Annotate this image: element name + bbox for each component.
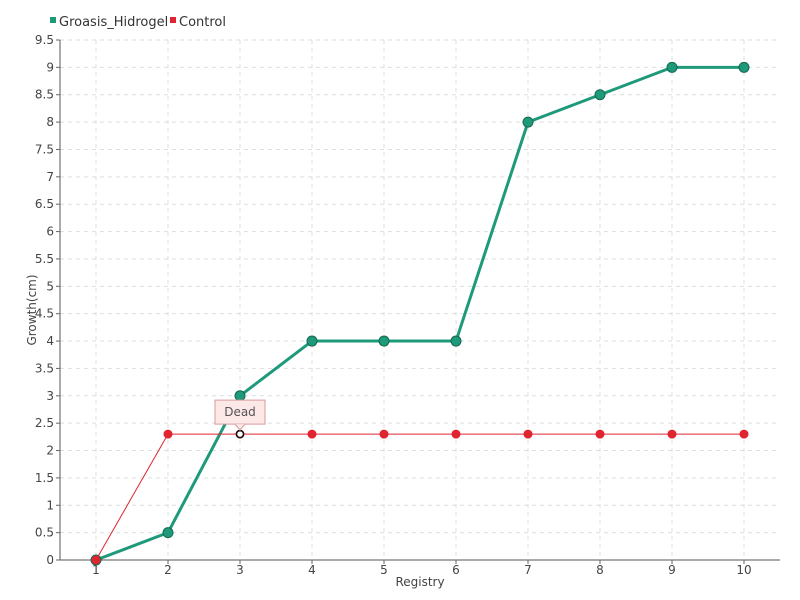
series-line <box>95 65 744 562</box>
data-point[interactable] <box>594 89 606 101</box>
highlighted-point[interactable] <box>235 429 245 439</box>
tooltip-text: Dead <box>224 405 256 419</box>
data-point[interactable] <box>739 429 749 439</box>
annotation-layer: Dead <box>214 399 266 439</box>
y-tick-label: 7.5 <box>35 142 54 156</box>
data-point[interactable] <box>522 116 534 128</box>
y-tick-label: 0.5 <box>35 526 54 540</box>
data-point[interactable] <box>595 429 605 439</box>
y-tick-label: 9 <box>46 60 54 74</box>
x-axis-title: Registry <box>395 575 444 589</box>
x-tick-label: 8 <box>596 563 604 577</box>
data-point[interactable] <box>162 527 174 539</box>
data-point[interactable] <box>451 429 461 439</box>
x-tick-label: 1 <box>92 563 100 577</box>
data-point[interactable] <box>450 335 462 347</box>
data-point[interactable] <box>738 61 750 73</box>
y-tick-label: 5.5 <box>35 252 54 266</box>
legend-label-groasis: Groasis_Hidrogel <box>59 15 168 30</box>
x-tick-label: 6 <box>452 563 460 577</box>
y-tick-label: 1 <box>46 498 54 512</box>
y-tick-label: 3.5 <box>35 361 54 375</box>
x-tick-label: 7 <box>524 563 532 577</box>
data-point[interactable] <box>234 390 246 402</box>
legend: Groasis_Hidrogel Control <box>50 15 226 30</box>
series-line <box>95 433 744 561</box>
y-tick-label: 3 <box>46 389 54 403</box>
y-tick-label: 4 <box>46 334 54 348</box>
y-tick-label: 6.5 <box>35 197 54 211</box>
x-tick-label: 4 <box>308 563 316 577</box>
x-tick-label: 9 <box>668 563 676 577</box>
legend-label-control: Control <box>179 15 226 30</box>
data-point[interactable] <box>666 61 678 73</box>
y-tick-label: 1.5 <box>35 471 54 485</box>
data-point[interactable] <box>523 429 533 439</box>
y-tick-label: 2.5 <box>35 416 54 430</box>
legend-swatch-control <box>170 17 176 23</box>
y-tick-label: 2 <box>46 444 54 458</box>
y-axis-title: Growth(cm) <box>25 274 39 345</box>
x-axis-ticks: 1 2 3 4 5 6 7 8 9 10 <box>92 560 752 577</box>
y-axis-ticks: 0 0.5 1 1.5 2 2.5 3 3.5 4 4.5 5 5.5 6 6.5 7 7.5 8 8.5 9 9.5 <box>35 33 60 567</box>
data-point[interactable] <box>378 335 390 347</box>
axes <box>59 40 780 561</box>
x-tick-label: 3 <box>236 563 244 577</box>
data-point[interactable] <box>667 429 677 439</box>
legend-swatch-groasis <box>50 17 56 23</box>
data-point[interactable] <box>379 429 389 439</box>
y-tick-label: 8.5 <box>35 88 54 102</box>
x-tick-label: 2 <box>164 563 172 577</box>
grid <box>60 39 780 560</box>
data-point[interactable] <box>307 429 317 439</box>
data-point[interactable] <box>306 335 318 347</box>
y-tick-label: 8 <box>46 115 54 129</box>
y-tick-label: 0 <box>46 553 54 567</box>
y-tick-label: 4.5 <box>35 307 54 321</box>
x-tick-label: 5 <box>380 563 388 577</box>
x-tick-label: 10 <box>736 563 751 577</box>
data-point[interactable] <box>91 555 101 565</box>
data-point[interactable] <box>163 429 173 439</box>
y-tick-label: 9.5 <box>35 33 54 47</box>
tooltip-pointer <box>234 423 246 431</box>
y-tick-label: 7 <box>46 170 54 184</box>
y-tick-label: 6 <box>46 225 54 239</box>
y-tick-label: 5 <box>46 279 54 293</box>
